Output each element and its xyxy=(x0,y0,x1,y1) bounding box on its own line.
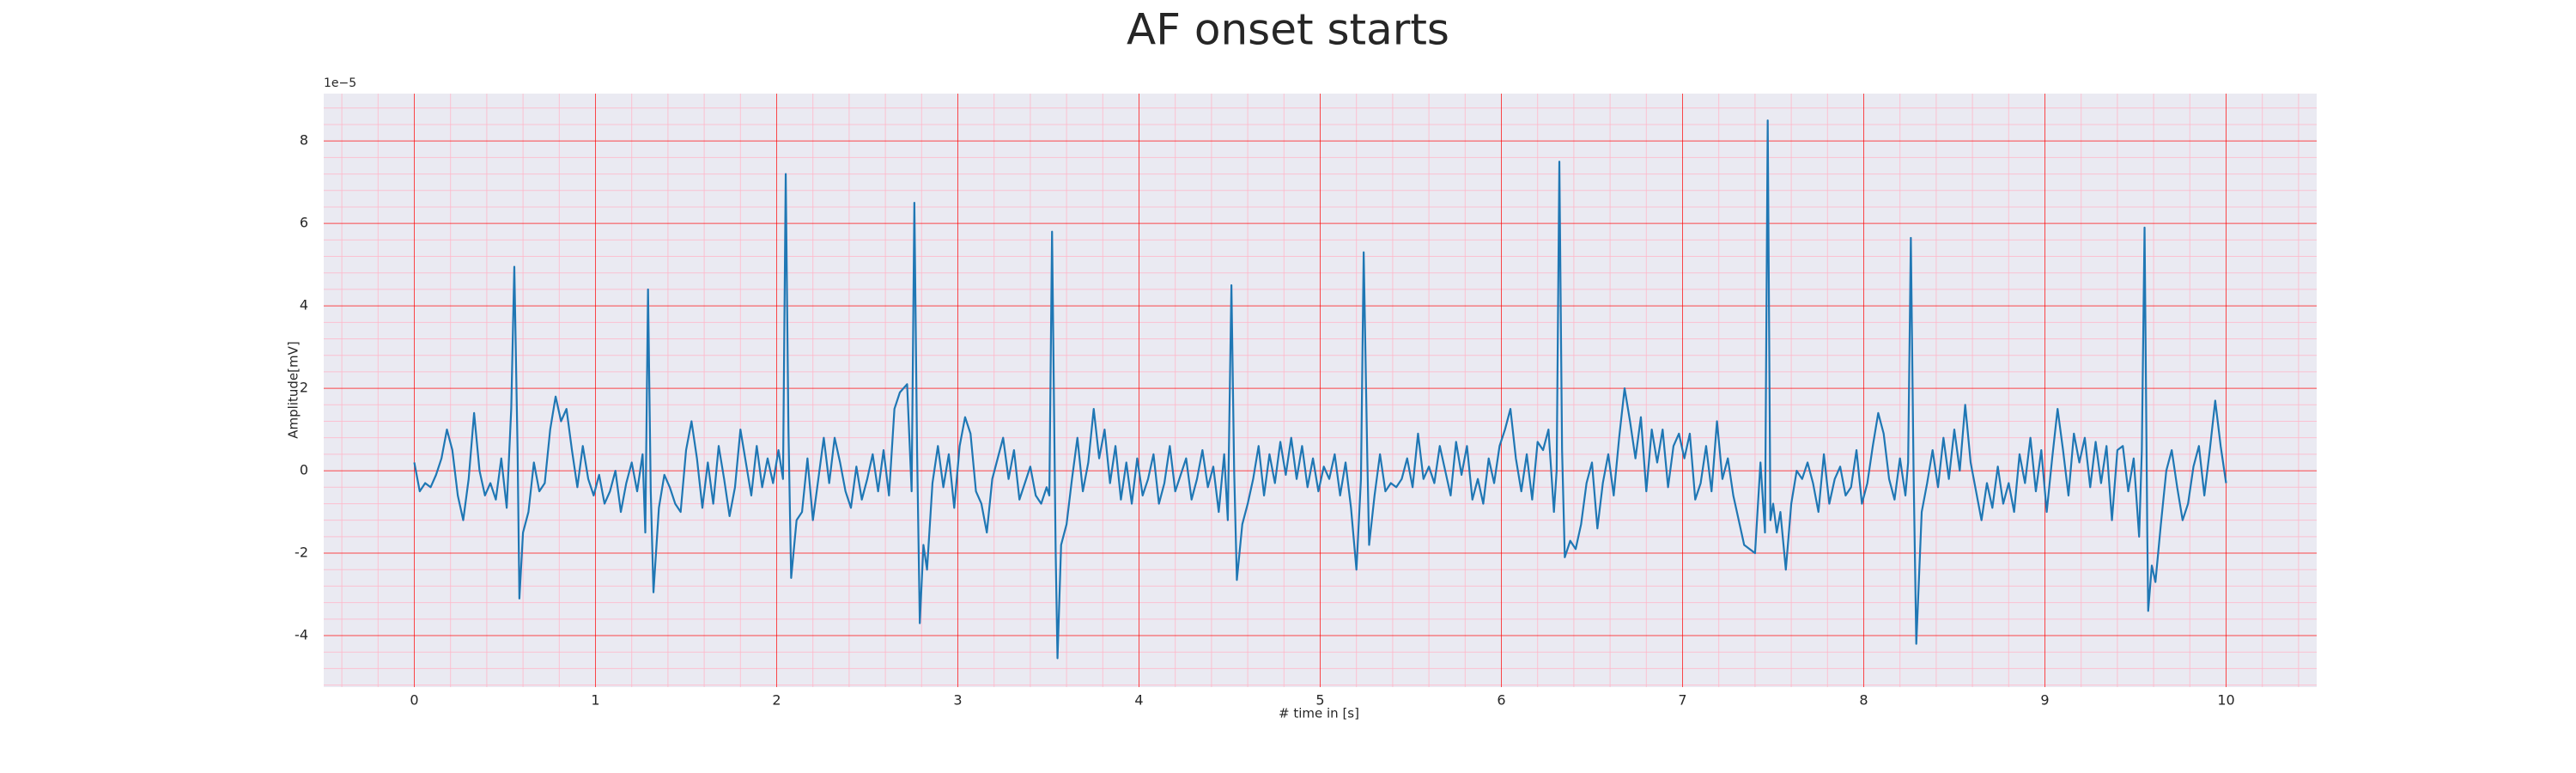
x-tick-label: 4 xyxy=(1134,692,1143,709)
x-tick-label: 3 xyxy=(953,692,962,709)
x-tick-label: 6 xyxy=(1497,692,1505,709)
chart-title: AF onset starts xyxy=(1127,5,1449,55)
x-tick-label: 0 xyxy=(410,692,418,709)
y-tick-label: -4 xyxy=(295,627,308,643)
x-tick-label: 8 xyxy=(1859,692,1868,709)
y-tick-label: 2 xyxy=(300,380,308,396)
y-tick-label: 6 xyxy=(300,215,308,231)
y-tick-label: 0 xyxy=(300,462,308,478)
x-tick-label: 1 xyxy=(591,692,599,709)
y-offset-label: 1e−5 xyxy=(324,76,356,90)
x-tick-label: 10 xyxy=(2217,692,2234,709)
labels: AF onset starts # time in [s] Amplitude[… xyxy=(286,5,2235,721)
x-tick-label: 9 xyxy=(2040,692,2049,709)
x-axis-label: # time in [s] xyxy=(1279,706,1359,721)
y-tick-label: 4 xyxy=(300,297,308,313)
signal-line xyxy=(413,119,2227,660)
y-tick-label: 8 xyxy=(300,132,308,149)
x-tick-label: 5 xyxy=(1315,692,1324,709)
x-tick-label: 2 xyxy=(772,692,781,709)
x-tick-label: 7 xyxy=(1678,692,1686,709)
marks xyxy=(413,119,2227,660)
y-axis-label: Amplitude[mV] xyxy=(286,341,301,438)
y-tick-label: -2 xyxy=(295,545,308,561)
grid xyxy=(324,94,2317,687)
